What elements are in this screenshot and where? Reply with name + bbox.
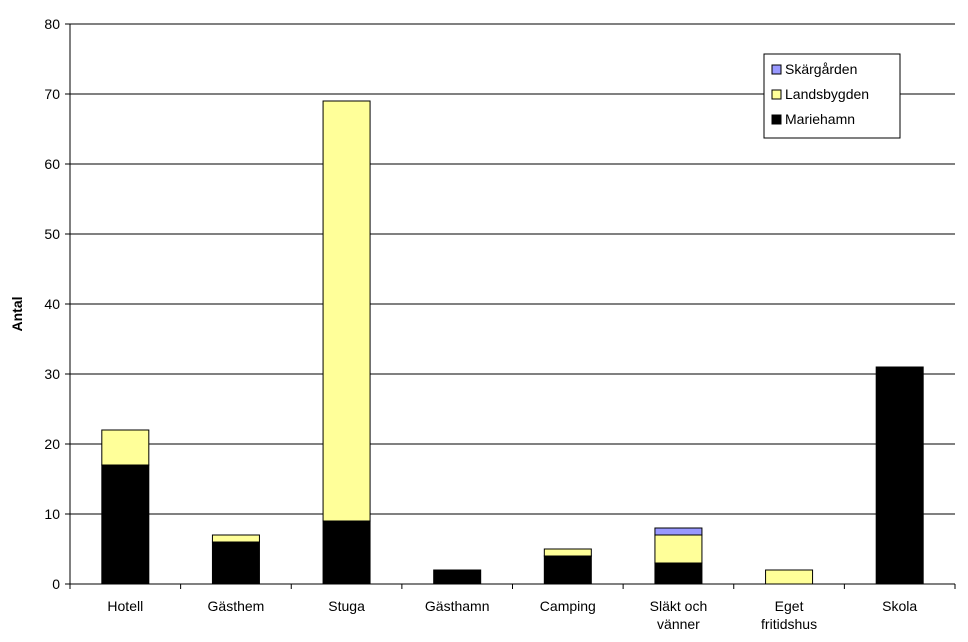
y-tick-labels: 0 10 20 30 40 50 60 70 80 xyxy=(44,16,60,592)
y-tick-label: 0 xyxy=(52,576,60,592)
y-tick-label: 60 xyxy=(44,156,60,172)
x-tick-label: Camping xyxy=(540,598,596,614)
legend-label: Skärgården xyxy=(785,61,857,77)
bar-segment xyxy=(543,548,592,557)
legend-swatch xyxy=(771,89,782,100)
x-tick-label: Gästhamn xyxy=(425,598,490,614)
x-tick-label: Gästhem xyxy=(208,598,265,614)
x-tick-label: Släkt och vänner xyxy=(650,598,708,632)
bar-segment xyxy=(322,520,371,585)
bars xyxy=(101,100,924,585)
y-tick-label: 70 xyxy=(44,86,60,102)
x-tick-labels: Hotell Gästhem Stuga Gästhamn Camping Släkt o… xyxy=(107,598,917,632)
bar-segment xyxy=(433,569,482,585)
legend-swatch xyxy=(771,64,782,75)
x-tick-label: Eget fritidshus xyxy=(761,598,817,632)
y-tick-label: 10 xyxy=(44,506,60,522)
x-tick-label: Skola xyxy=(882,598,917,614)
y-tick-label: 20 xyxy=(44,436,60,452)
bar-segment xyxy=(211,541,260,585)
bar-segment xyxy=(101,464,150,585)
gridlines xyxy=(70,23,955,515)
axes xyxy=(65,23,956,589)
bar-segment xyxy=(543,555,592,585)
legend-label: Mariehamn xyxy=(785,111,855,127)
bar-segment xyxy=(211,534,260,543)
bar-segment xyxy=(765,569,814,585)
legend: Skärgården Landsbygden Mariehamn xyxy=(763,53,901,139)
y-tick-label: 80 xyxy=(44,16,60,32)
bar-segment xyxy=(654,527,703,536)
bar-segment xyxy=(875,366,924,585)
y-tick-label: 30 xyxy=(44,366,60,382)
y-axis-label: Antal xyxy=(9,297,25,332)
x-tick-label: Hotell xyxy=(107,598,143,614)
bar-segment xyxy=(654,562,703,585)
legend-box xyxy=(763,53,901,139)
bar-segment xyxy=(322,100,371,522)
bar-segment xyxy=(101,429,150,466)
legend-label: Landsbygden xyxy=(785,86,869,102)
x-tick-label: Stuga xyxy=(328,598,365,614)
bar-segment xyxy=(654,534,703,564)
y-tick-label: 40 xyxy=(44,296,60,312)
y-tick-label: 50 xyxy=(44,226,60,242)
legend-swatch xyxy=(771,114,782,125)
